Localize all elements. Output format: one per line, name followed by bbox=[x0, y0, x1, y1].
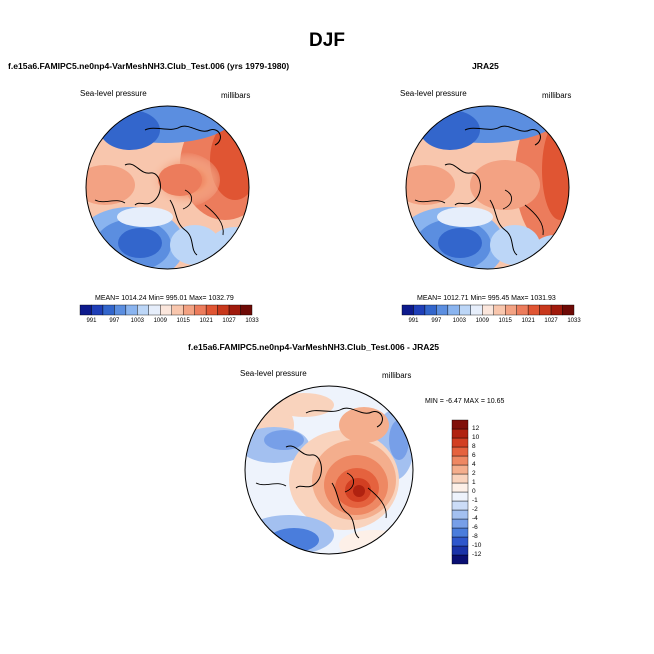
diff-panel-title: f.e15a6.FAMIPC5.ne0np4-VarMeshNH3.Club_T… bbox=[188, 342, 440, 352]
colorbar-swatch bbox=[562, 304, 575, 316]
colorbar-swatch bbox=[451, 455, 469, 466]
colorbar-tick-label: 1027 bbox=[544, 318, 558, 324]
colorbar-tick-label: 1009 bbox=[475, 318, 489, 324]
colorbar-tick-label: 1021 bbox=[199, 318, 213, 324]
colorbar-tick-label: -6 bbox=[472, 524, 478, 531]
colorbar-swatch bbox=[228, 304, 241, 316]
colorbar-swatch bbox=[160, 304, 172, 316]
model-variable-label: Sea-level pressure bbox=[80, 89, 147, 98]
model-map bbox=[85, 105, 250, 270]
colorbar-swatch bbox=[516, 304, 529, 316]
colorbar-swatch bbox=[114, 304, 127, 316]
diff-colorbar bbox=[451, 419, 469, 565]
colorbar-tick-label: -4 bbox=[472, 515, 478, 522]
colorbar-swatch bbox=[171, 304, 184, 316]
colorbar-tick-label: 8 bbox=[472, 443, 476, 450]
colorbar-swatch bbox=[459, 304, 471, 316]
colorbar-swatch bbox=[205, 304, 218, 316]
colorbar-swatch bbox=[451, 446, 469, 457]
diff-colorbar-ticks: 12 10 8 6 4 2 1 0 -1 -2 -4 -6 -8 -10 -12 bbox=[470, 420, 500, 564]
colorbar-tick-label: 1033 bbox=[245, 318, 259, 324]
colorbar-swatch bbox=[451, 527, 469, 538]
colorbar-tick-label: 1015 bbox=[176, 318, 190, 324]
colorbar-swatch bbox=[451, 428, 469, 439]
colorbar-tick-label: 1033 bbox=[567, 318, 581, 324]
colorbar-swatch bbox=[539, 304, 552, 316]
colorbar-swatch bbox=[91, 304, 104, 316]
obs-variable-label: Sea-level pressure bbox=[400, 89, 467, 98]
colorbar-swatch bbox=[470, 304, 483, 316]
colorbar-swatch bbox=[217, 304, 230, 316]
colorbar-tick-label: -8 bbox=[472, 533, 478, 540]
colorbar-tick-label: 1003 bbox=[452, 318, 466, 324]
colorbar-tick-label: 1021 bbox=[521, 318, 535, 324]
colorbar-swatch bbox=[447, 304, 460, 316]
model-colorbar-ticks: 991 997 1003 1009 1015 1021 1027 1033 bbox=[80, 318, 258, 328]
colorbar-tick-label: 1015 bbox=[498, 318, 512, 324]
colorbar-swatch bbox=[240, 304, 253, 316]
colorbar-swatch bbox=[451, 545, 469, 556]
colorbar-swatch bbox=[451, 554, 469, 565]
colorbar-tick-label: 4 bbox=[472, 461, 476, 468]
colorbar-swatch bbox=[451, 518, 469, 529]
colorbar-swatch bbox=[401, 304, 414, 316]
colorbar-swatch bbox=[451, 500, 469, 511]
model-panel-title: f.e15a6.FAMIPC5.ne0np4-VarMeshNH3.Club_T… bbox=[8, 61, 290, 71]
colorbar-tick-label: 6 bbox=[472, 452, 476, 459]
colorbar-swatch bbox=[102, 304, 115, 316]
obs-colorbar-ticks: 991 997 1003 1009 1015 1021 1027 1033 bbox=[402, 318, 580, 328]
obs-colorbar bbox=[401, 304, 575, 316]
colorbar-swatch bbox=[451, 419, 469, 430]
colorbar-swatch bbox=[550, 304, 563, 316]
colorbar-tick-label: 1009 bbox=[153, 318, 167, 324]
colorbar-swatch bbox=[125, 304, 138, 316]
colorbar-swatch bbox=[504, 304, 517, 316]
obs-panel-title: JRA25 bbox=[472, 61, 499, 71]
colorbar-tick-label: 1003 bbox=[130, 318, 144, 324]
obs-stats: MEAN= 1012.71 Min= 995.45 Max= 1031.93 bbox=[417, 295, 556, 302]
colorbar-swatch bbox=[182, 304, 195, 316]
colorbar-swatch bbox=[413, 304, 426, 316]
diff-map bbox=[244, 385, 414, 555]
colorbar-swatch bbox=[451, 509, 469, 520]
obs-units-label: millibars bbox=[542, 91, 572, 100]
colorbar-swatch bbox=[451, 464, 469, 475]
colorbar-tick-label: 10 bbox=[472, 434, 480, 441]
obs-map bbox=[405, 105, 570, 270]
diff-units-label: millibars bbox=[382, 371, 412, 380]
colorbar-swatch bbox=[436, 304, 449, 316]
model-units-label: millibars bbox=[221, 91, 251, 100]
model-stats: MEAN= 1014.24 Min= 995.01 Max= 1032.79 bbox=[95, 295, 234, 302]
colorbar-swatch bbox=[451, 491, 469, 502]
model-colorbar bbox=[79, 304, 253, 316]
colorbar-swatch bbox=[451, 536, 469, 547]
colorbar-tick-label: 2 bbox=[472, 470, 476, 477]
colorbar-tick-label: 991 bbox=[408, 318, 419, 324]
colorbar-swatch bbox=[451, 482, 469, 493]
colorbar-swatch bbox=[451, 473, 469, 484]
colorbar-tick-label: 997 bbox=[431, 318, 442, 324]
colorbar-tick-label: 991 bbox=[86, 318, 97, 324]
colorbar-tick-label: -1 bbox=[472, 497, 478, 504]
colorbar-swatch bbox=[482, 304, 494, 316]
colorbar-swatch bbox=[527, 304, 540, 316]
colorbar-tick-label: 1027 bbox=[222, 318, 236, 324]
colorbar-tick-label: 12 bbox=[472, 425, 480, 432]
diff-stats: MIN = -6.47 MAX = 10.65 bbox=[425, 398, 505, 405]
colorbar-swatch bbox=[493, 304, 506, 316]
colorbar-tick-label: 1 bbox=[472, 479, 476, 486]
colorbar-tick-label: -10 bbox=[472, 542, 482, 549]
colorbar-swatch bbox=[137, 304, 149, 316]
colorbar-tick-label: -2 bbox=[472, 506, 478, 513]
colorbar-tick-label: 997 bbox=[109, 318, 120, 324]
colorbar-swatch bbox=[194, 304, 207, 316]
colorbar-swatch bbox=[424, 304, 437, 316]
diff-variable-label: Sea-level pressure bbox=[240, 369, 307, 378]
colorbar-tick-label: -12 bbox=[472, 551, 482, 558]
colorbar-tick-label: 0 bbox=[472, 488, 476, 495]
colorbar-swatch bbox=[79, 304, 92, 316]
figure-title: DJF bbox=[309, 30, 345, 51]
colorbar-swatch bbox=[451, 437, 469, 448]
colorbar-swatch bbox=[148, 304, 161, 316]
